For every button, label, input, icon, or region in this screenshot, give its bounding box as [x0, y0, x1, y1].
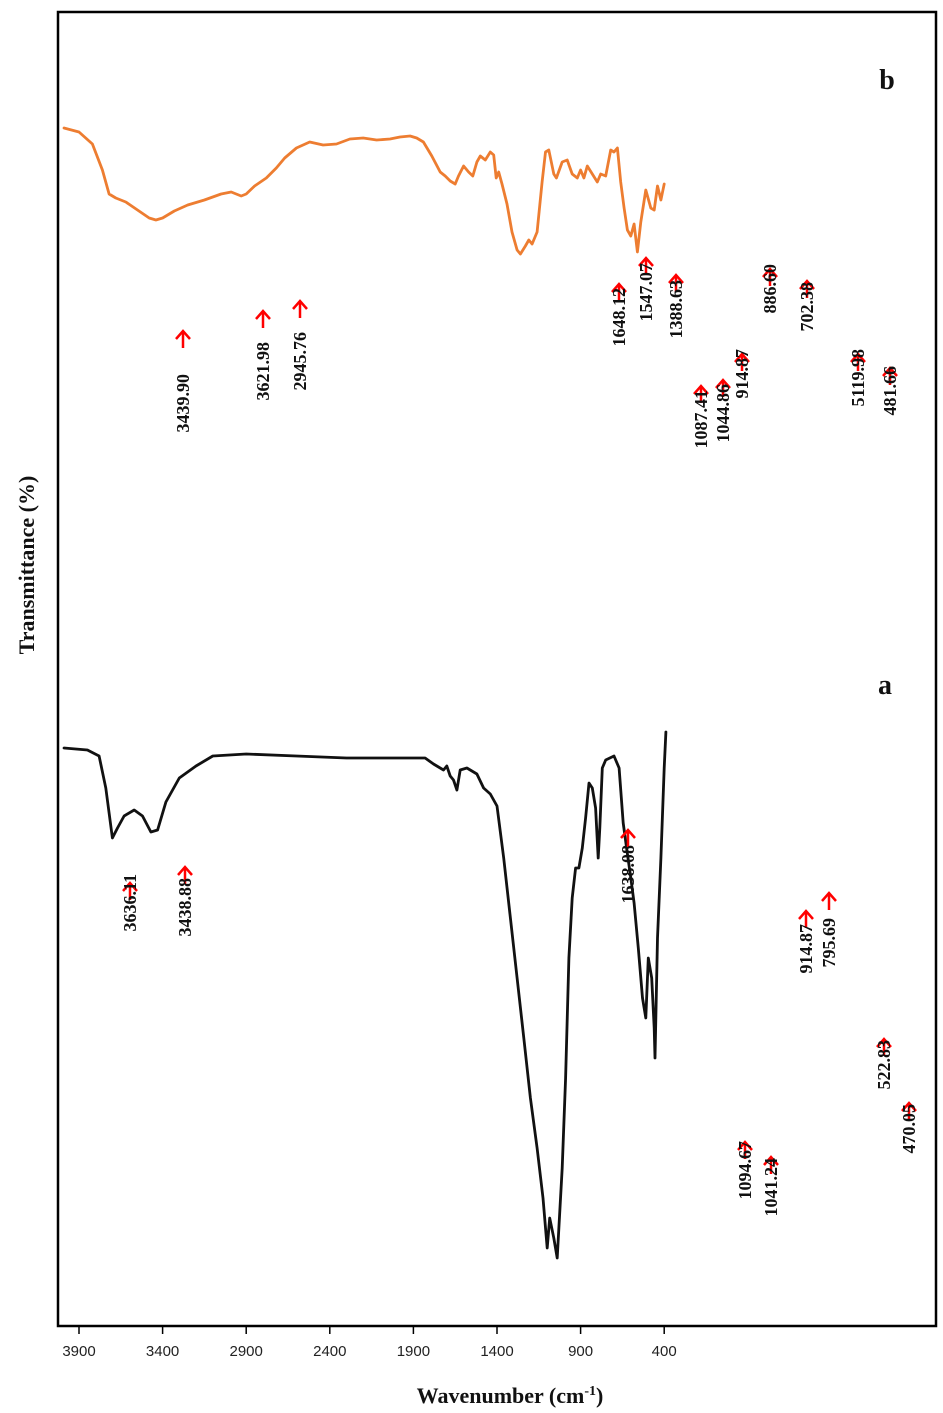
- x-axis-title-end: ): [596, 1383, 603, 1408]
- peak-arrowhead: [715, 378, 731, 389]
- peak-label: 1638.08: [618, 845, 638, 904]
- x-tick-label: 2900: [230, 1343, 263, 1360]
- x-axis-title-main: Wavenumber (cm: [417, 1383, 585, 1408]
- peak-label: 1547.07: [636, 263, 656, 322]
- peak-arrowhead: [177, 865, 193, 876]
- plot-frame: [56, 10, 938, 1328]
- peak-label: 2945.76: [290, 332, 310, 391]
- x-tick-label: 2400: [313, 1343, 346, 1360]
- peak-arrowhead: [762, 267, 778, 278]
- peak-label: 702.38: [797, 282, 817, 332]
- y-axis-title: Transmittance (%): [14, 476, 39, 655]
- peak-label: 795.69: [819, 918, 839, 968]
- peak-arrowhead: [734, 352, 750, 363]
- x-axis-title: Wavenumber (cm-1): [417, 1383, 604, 1408]
- series-line-b: [62, 126, 666, 256]
- peak-label: 1094.67: [735, 1141, 755, 1200]
- x-tick-label: 900: [568, 1343, 593, 1360]
- peak-arrowhead: [292, 299, 308, 310]
- x-axis-title-sup: -1: [584, 1384, 596, 1399]
- peak-arrowhead: [175, 329, 191, 340]
- peak-arrowhead: [693, 384, 709, 395]
- peak-label: 886.60: [760, 264, 780, 314]
- x-tick-label: 3400: [146, 1343, 179, 1360]
- peak-label: 3439.90: [173, 374, 193, 433]
- peak-arrowhead: [122, 881, 138, 892]
- peak-label: 470.05: [899, 1104, 919, 1154]
- peak-arrowhead: [668, 273, 684, 284]
- peak-arrowhead: [611, 282, 627, 293]
- peak-arrowhead: [901, 1101, 917, 1112]
- peak-label: 1044.86: [713, 384, 733, 443]
- series-layer: [62, 126, 668, 1260]
- peak-label: 914.87: [732, 349, 752, 399]
- peak-arrowhead: [620, 828, 636, 839]
- peak-label: 1087.41: [691, 390, 711, 449]
- peak-label: 1041.24: [761, 1158, 781, 1217]
- peak-label: 1648.12: [609, 288, 629, 347]
- panel-label-a: a: [878, 670, 892, 701]
- series-line-a: [62, 730, 668, 1260]
- peak-arrowhead: [798, 909, 814, 920]
- peak-label: 522.83: [874, 1040, 894, 1090]
- peak-annotations: 3621.98 3439.90 2945.76 1648.12 1547.07 1388.…: [120, 256, 919, 1217]
- x-tick-label: 3900: [62, 1343, 95, 1360]
- peak-label: 1388.63: [666, 280, 686, 339]
- peak-label: 5119.98: [848, 349, 868, 407]
- peak-arrowhead: [799, 279, 815, 290]
- peak-arrowhead: [638, 256, 654, 267]
- x-axis-ticks: 3900 3400 2900 2400 1900 1400 900 400: [62, 1326, 677, 1360]
- x-tick-label: 400: [652, 1343, 677, 1360]
- peak-arrowhead: [821, 891, 837, 902]
- peak-arrowhead: [763, 1155, 779, 1166]
- peak-arrowhead: [850, 352, 866, 363]
- peak-label: 914.87: [796, 924, 816, 974]
- panel-label-b: b: [879, 65, 895, 96]
- x-tick-label: 1900: [397, 1343, 430, 1360]
- peak-label: 3438.88: [175, 878, 195, 937]
- peak-arrowhead: [882, 366, 898, 377]
- peak-label: 481.66: [880, 366, 900, 416]
- x-tick-label: 1400: [480, 1343, 513, 1360]
- peak-label: 3621.98: [253, 342, 273, 401]
- peak-arrowhead: [255, 309, 271, 320]
- peak-arrowhead: [876, 1037, 892, 1048]
- peak-arrowhead: [737, 1140, 753, 1151]
- peak-label: 3636.11: [120, 874, 140, 932]
